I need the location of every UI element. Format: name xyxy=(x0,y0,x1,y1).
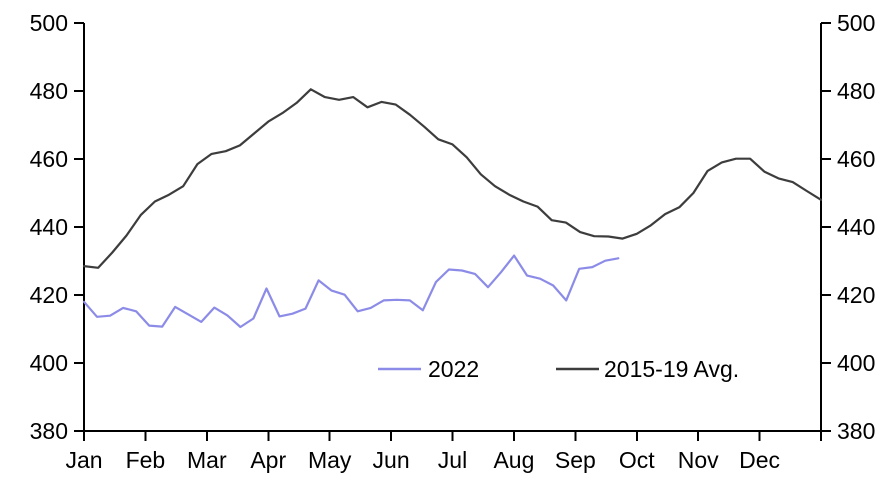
legend: 2022 2015-19 Avg. xyxy=(378,356,739,382)
y-tick-label-right: 400 xyxy=(837,350,875,376)
x-tick-label-oct: Oct xyxy=(619,447,655,473)
legend-label-2022: 2022 xyxy=(428,356,479,382)
series-line-2015-19-avg- xyxy=(82,88,823,269)
y-tick-label-left: 380 xyxy=(30,418,68,444)
y-tick-label-right: 460 xyxy=(837,146,875,172)
x-tick-label-mar: Mar xyxy=(187,447,227,473)
y-tick-label-left: 460 xyxy=(30,146,68,172)
y-tick-label-left: 440 xyxy=(30,214,68,240)
x-tick-label-jul: Jul xyxy=(438,447,467,473)
y-tick-label-right: 440 xyxy=(837,214,875,240)
y-tick-label-left: 400 xyxy=(30,350,68,376)
x-tick-label-apr: Apr xyxy=(250,447,286,473)
x-tick-label-feb: Feb xyxy=(126,447,166,473)
y-tick-label-right: 420 xyxy=(837,282,875,308)
x-tick-label-nov: Nov xyxy=(678,447,719,473)
legend-label-2015-19-avg: 2015-19 Avg. xyxy=(604,356,739,382)
x-tick-label-jun: Jun xyxy=(373,447,410,473)
y-tick-label-right: 500 xyxy=(837,10,875,36)
y-tick-label-left: 500 xyxy=(30,10,68,36)
x-tick-label-dec: Dec xyxy=(739,447,780,473)
chart-series xyxy=(82,88,823,329)
y-tick-label-left: 420 xyxy=(30,282,68,308)
x-tick-label-sep: Sep xyxy=(555,447,596,473)
x-tick-label-jan: Jan xyxy=(65,447,102,473)
x-tick-label-aug: Aug xyxy=(493,447,534,473)
x-tick-label-may: May xyxy=(308,447,352,473)
y-tick-label-right: 380 xyxy=(837,418,875,444)
axes: 500 500 480 480 460 460 440 440 420 420 400 400 380 3… xyxy=(30,10,876,473)
series-line-2022 xyxy=(82,254,620,329)
y-tick-label-left: 480 xyxy=(30,78,68,104)
y-tick-label-right: 480 xyxy=(837,78,875,104)
